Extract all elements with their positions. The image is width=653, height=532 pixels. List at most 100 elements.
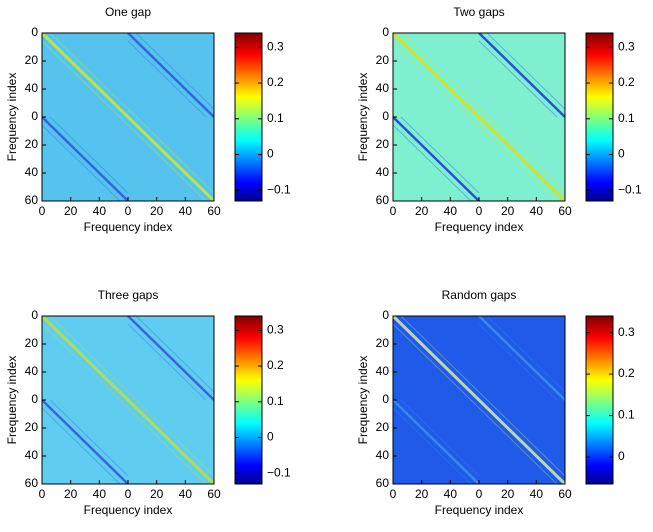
matrix-diagonal-faint bbox=[478, 40, 558, 118]
matrix-diagonal-faint bbox=[400, 116, 480, 194]
colorbar bbox=[234, 315, 263, 485]
y-tick-label: 60 bbox=[376, 193, 390, 207]
matrix-diagonal-faint bbox=[49, 116, 129, 194]
matrix-diagonal bbox=[42, 399, 129, 484]
y-tick-label: 60 bbox=[25, 193, 39, 207]
panel-title: One gap bbox=[105, 5, 151, 19]
matrix-diagonal-faint bbox=[49, 33, 214, 194]
matrix-diagonal bbox=[127, 33, 214, 118]
x-tick-label: 60 bbox=[558, 204, 572, 218]
x-tick-label: 40 bbox=[93, 204, 107, 218]
matrix-diagonal-faint bbox=[486, 316, 565, 393]
y-tick-label: 40 bbox=[376, 448, 390, 462]
y-tick-label: 40 bbox=[376, 165, 390, 179]
panel-title: Three gaps bbox=[98, 288, 159, 302]
colorbar-tick-label: 0.3 bbox=[267, 322, 284, 336]
matrix-diagonal-faint bbox=[49, 316, 214, 477]
matrix-diagonal-faint bbox=[400, 33, 565, 194]
y-tick-label: 0 bbox=[382, 25, 389, 39]
matrix-image bbox=[42, 33, 214, 201]
matrix-diagonal bbox=[127, 316, 214, 401]
x-axis-label: Frequency index bbox=[84, 220, 173, 234]
x-tick-label: 20 bbox=[150, 487, 164, 501]
matrix-diagonal bbox=[393, 33, 565, 201]
x-tick-label: 40 bbox=[179, 204, 193, 218]
matrix-diagonal-faint bbox=[393, 40, 558, 201]
y-tick-label: 40 bbox=[25, 81, 39, 95]
panel-title: Random gaps bbox=[442, 288, 517, 302]
matrix-diagonal-faint bbox=[127, 323, 207, 401]
x-tick-label: 0 bbox=[125, 487, 132, 501]
colorbar-tick-label: 0.2 bbox=[267, 358, 284, 372]
x-tick-label: 20 bbox=[501, 487, 515, 501]
colorbar bbox=[234, 32, 263, 202]
colorbar-tick-label: 0.1 bbox=[267, 394, 284, 408]
colorbar bbox=[585, 315, 614, 485]
matrix-diagonal-faint bbox=[42, 40, 207, 201]
colorbar-tick-label: 0.3 bbox=[267, 39, 284, 53]
matrix-diagonal-faint bbox=[42, 124, 121, 201]
y-tick-label: 20 bbox=[25, 137, 39, 151]
y-tick-label: 40 bbox=[25, 165, 39, 179]
colorbar-tick-label: 0.3 bbox=[618, 325, 635, 339]
y-tick-label: 60 bbox=[376, 476, 390, 490]
x-tick-label: 0 bbox=[390, 204, 397, 218]
x-tick-label: 0 bbox=[390, 487, 397, 501]
colorbar-tick-label: 0.2 bbox=[618, 75, 635, 89]
x-tick-label: 20 bbox=[415, 487, 429, 501]
y-tick-label: 40 bbox=[376, 364, 390, 378]
y-tick-label: 0 bbox=[31, 392, 38, 406]
y-tick-label: 40 bbox=[376, 81, 390, 95]
x-axis-label: Frequency index bbox=[435, 220, 524, 234]
y-axis-label: Frequency index bbox=[356, 73, 370, 162]
y-tick-label: 20 bbox=[376, 336, 390, 350]
colorbar-tick-label: −0.1 bbox=[267, 465, 291, 479]
y-tick-label: 0 bbox=[31, 25, 38, 39]
x-tick-label: 40 bbox=[179, 487, 193, 501]
y-tick-label: 20 bbox=[25, 420, 39, 434]
colorbar-tick-label: 0 bbox=[267, 430, 274, 444]
x-tick-label: 20 bbox=[415, 204, 429, 218]
colorbar-tick-label: 0.2 bbox=[267, 75, 284, 89]
x-tick-label: 40 bbox=[530, 487, 544, 501]
matrix-image bbox=[393, 33, 565, 201]
x-tick-label: 0 bbox=[39, 487, 46, 501]
matrix-diagonal bbox=[478, 33, 565, 118]
y-tick-label: 20 bbox=[376, 420, 390, 434]
y-tick-label: 0 bbox=[382, 109, 389, 123]
matrix-diagonal bbox=[478, 316, 565, 401]
matrix-diagonal bbox=[42, 33, 214, 201]
matrix-diagonal-faint bbox=[478, 323, 558, 401]
colorbar-tick-label: 0.1 bbox=[618, 408, 635, 422]
x-tick-label: 0 bbox=[125, 204, 132, 218]
x-tick-label: 20 bbox=[501, 204, 515, 218]
matrix-diagonal-faint bbox=[393, 407, 472, 484]
matrix-diagonal-faint bbox=[393, 323, 558, 484]
matrix-diagonal bbox=[393, 116, 480, 201]
colorbar bbox=[585, 32, 614, 202]
colorbar-tick-label: 0 bbox=[618, 449, 625, 463]
x-tick-label: 20 bbox=[64, 204, 78, 218]
y-tick-label: 20 bbox=[25, 53, 39, 67]
colorbar-tick-label: −0.1 bbox=[267, 182, 291, 196]
x-tick-label: 40 bbox=[530, 204, 544, 218]
y-axis-label: Frequency index bbox=[5, 73, 19, 162]
x-tick-label: 40 bbox=[444, 204, 458, 218]
y-tick-label: 0 bbox=[382, 308, 389, 322]
colorbar-tick-label: 0.3 bbox=[618, 39, 635, 53]
x-tick-label: 20 bbox=[64, 487, 78, 501]
matrix-diagonal bbox=[42, 116, 129, 201]
x-tick-label: 60 bbox=[207, 204, 221, 218]
x-tick-label: 60 bbox=[207, 487, 221, 501]
matrix-diagonal-faint bbox=[127, 40, 207, 118]
colorbar-tick-label: 0.2 bbox=[618, 366, 635, 380]
x-tick-label: 60 bbox=[558, 487, 572, 501]
y-tick-label: 0 bbox=[382, 392, 389, 406]
colorbar-tick-label: 0.1 bbox=[267, 111, 284, 125]
x-tick-label: 20 bbox=[150, 204, 164, 218]
matrix-image bbox=[393, 316, 565, 484]
panel-title: Two gaps bbox=[453, 5, 504, 19]
